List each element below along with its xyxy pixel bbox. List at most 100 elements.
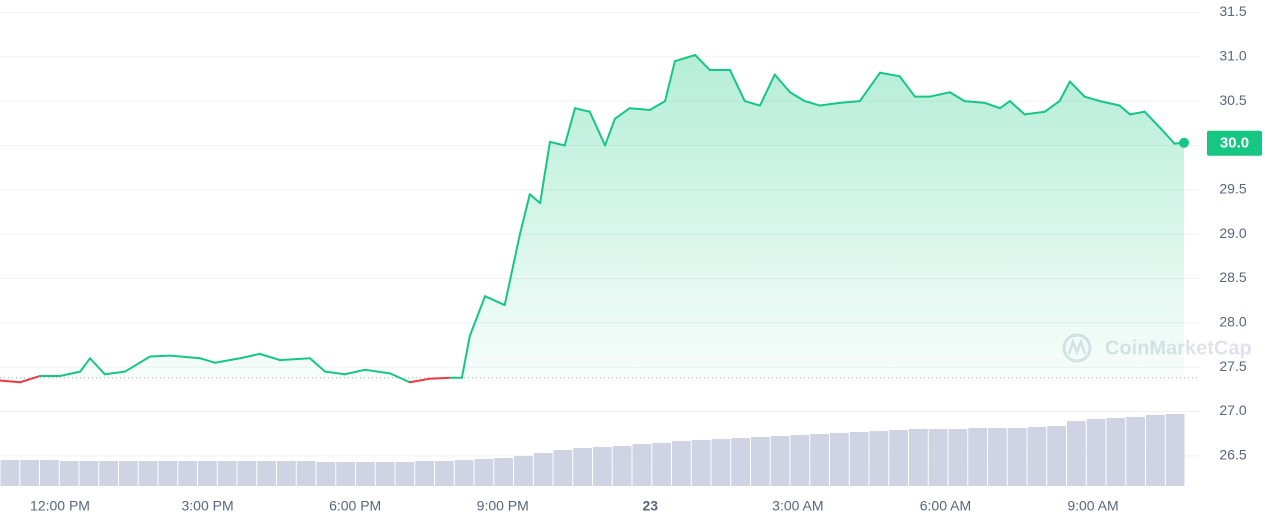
y-tick-label: 26.5 [1219,447,1246,463]
price-line [1158,126,1176,145]
price-line [408,377,431,384]
volume-bar [1126,417,1145,486]
price-line [1118,104,1131,116]
volume-bar [968,428,987,486]
price-line [879,71,901,78]
x-tick-label: 6:00 AM [920,498,971,514]
price-line [628,107,651,111]
price-line [604,117,616,147]
volume-bar [691,440,711,486]
volume-bar [731,438,750,486]
price-line [963,100,986,104]
y-tick-label: 27.0 [1219,402,1246,418]
volume-bar [810,434,829,486]
x-tick-label: 9:00 AM [1067,498,1118,514]
volume-bar [198,461,217,486]
price-line [858,71,882,103]
price-line [728,69,746,103]
price-line [648,100,667,111]
price-line [169,354,202,360]
volume-bar [79,461,99,486]
volume-bar [1067,421,1086,486]
price-line [428,376,452,380]
volume-bar [277,461,296,486]
price-line [983,101,1002,110]
y-tick-label: 27.5 [1219,358,1246,374]
volume-bar [59,461,79,486]
volume-bar [533,453,553,486]
volume-bar [454,460,474,486]
price-line [123,355,152,373]
x-tick-label: 6:00 PM [329,498,381,514]
price-badge-label: 30.0 [1220,134,1249,151]
price-line [1083,95,1101,103]
price-line [149,354,172,358]
volume-bar [1106,418,1126,486]
volume-bar [1027,427,1047,486]
price-line [773,73,791,94]
volume-bar [948,429,968,486]
volume-bar [138,461,158,486]
volume-bar [928,429,948,486]
volume-bar [237,461,257,486]
volume-bar [40,460,59,486]
price-line [1008,100,1026,116]
y-tick-label: 31.0 [1219,47,1246,63]
volume-bar [652,443,671,486]
price-line [1098,100,1121,107]
price-line [103,370,126,376]
price-line [199,357,216,364]
price-line [613,107,631,120]
volume-bar [830,433,849,486]
volume-bar [336,462,355,486]
volume-bar [0,460,20,486]
price-line [308,357,327,373]
y-tick-label: 30.5 [1219,92,1246,108]
volume-bar [99,461,118,486]
price-line [999,100,1011,110]
price-line [694,53,711,72]
volume-bar [1086,419,1106,486]
price-line [574,107,591,113]
price-line [548,140,566,147]
volume-bar [395,462,415,486]
x-tick-label: 23 [643,498,659,514]
price-line [503,233,521,307]
volume-bar [474,459,494,486]
price-line [460,335,471,379]
y-tick-label: 28.0 [1219,314,1246,330]
price-line [819,101,841,107]
volume-bar [217,461,237,486]
price-line [1043,100,1061,113]
volume-bar [988,428,1007,486]
volume-bar [494,458,513,486]
volume-bar [869,431,889,486]
price-line [389,372,411,384]
volume-bar [316,462,336,486]
price-line [213,357,242,364]
volume-bar [672,441,691,486]
y-tick-label: 29.0 [1219,225,1246,241]
y-tick-label: 31.5 [1219,3,1246,19]
volume-bar [711,439,731,486]
price-line [343,368,366,376]
price-line [258,352,281,362]
price-line [59,370,82,378]
price-line [239,352,261,360]
volume-bar [356,462,375,486]
volume-bar [889,430,908,486]
price-line [1143,110,1161,129]
volume-bar [553,450,573,486]
price-line [803,100,822,107]
price-line [278,357,311,362]
volume-bar [849,432,869,486]
volume-bar [593,447,612,486]
price-line [468,295,487,338]
price-line [948,91,966,103]
price-line [89,357,106,376]
price-line [518,193,531,236]
volume-bar [158,461,178,486]
price-line [588,110,607,147]
y-tick-label: 29.5 [1219,180,1246,196]
volume-bar [435,461,454,486]
